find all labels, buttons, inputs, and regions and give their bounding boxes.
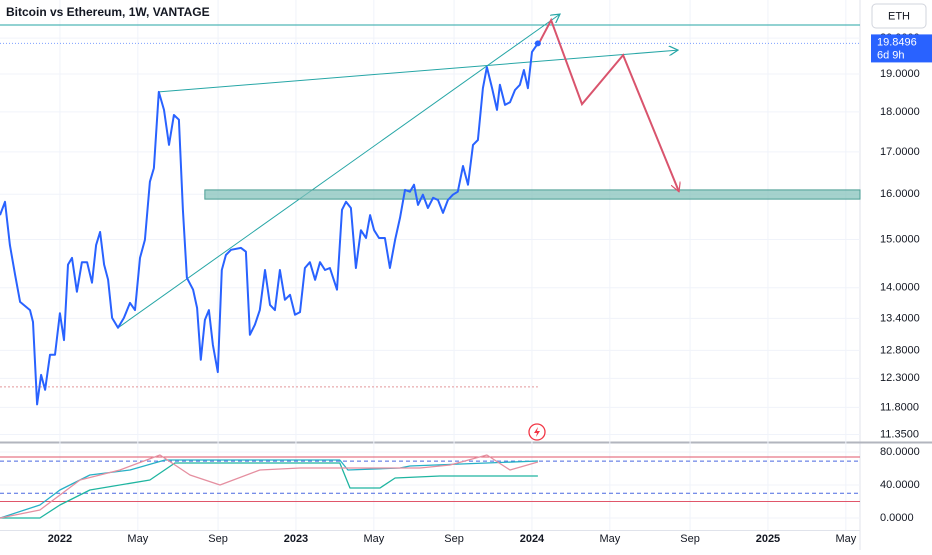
- price-label: 19.8496: [877, 36, 917, 48]
- series-line: [0, 454, 539, 519]
- countdown-label: 6d 9h: [877, 49, 905, 61]
- x-tick-label: 2025: [756, 533, 780, 545]
- x-tick-label: 2024: [520, 533, 545, 545]
- x-tick-label: 2023: [284, 533, 308, 545]
- price-label-bg: [871, 34, 932, 63]
- x-tick-label: May: [127, 533, 148, 545]
- y-tick-label: 19.0000: [880, 68, 920, 80]
- y-tick-label: 18.0000: [880, 106, 920, 118]
- last-point: [534, 40, 541, 47]
- x-tick-label: May: [835, 533, 856, 545]
- x-tick-label: May: [599, 533, 620, 545]
- x-tick-label: May: [363, 533, 384, 545]
- y-tick-label: 12.8000: [880, 344, 920, 356]
- y-tick-label: 15.0000: [880, 233, 920, 245]
- series-line: [0, 42, 539, 406]
- y-tick-label: 13.4000: [880, 312, 920, 324]
- y-tick-label: 12.3000: [880, 372, 920, 384]
- series-line: [0, 462, 538, 519]
- symbol-button[interactable]: [871, 3, 927, 29]
- x-tick-label: Sep: [680, 533, 700, 545]
- arrow-line: [158, 50, 678, 93]
- y-tick-label: 40.0000: [880, 479, 920, 491]
- event-icon-bolt: [534, 427, 540, 437]
- zone-rect: [204, 189, 861, 200]
- y-tick-label: 11.3500: [880, 428, 919, 440]
- y-tick-label: 17.0000: [880, 146, 920, 158]
- y-tick-label: 16.0000: [880, 188, 920, 200]
- arrow-line: [537, 17, 679, 192]
- y-tick-label: 0.0000: [880, 512, 914, 524]
- x-tick-label: Sep: [208, 533, 228, 545]
- x-tick-label: 2022: [48, 533, 72, 545]
- series-line: [0, 459, 538, 519]
- y-tick-label: 11.8000: [880, 401, 919, 413]
- x-tick-label: Sep: [444, 533, 464, 545]
- symbol-button-label[interactable]: ETH: [888, 10, 910, 22]
- y-tick-label: 14.0000: [880, 282, 920, 294]
- chart-title: Bitcoin vs Ethereum, 1W, VANTAGE: [6, 5, 210, 19]
- y-tick-label: 80.0000: [880, 446, 920, 458]
